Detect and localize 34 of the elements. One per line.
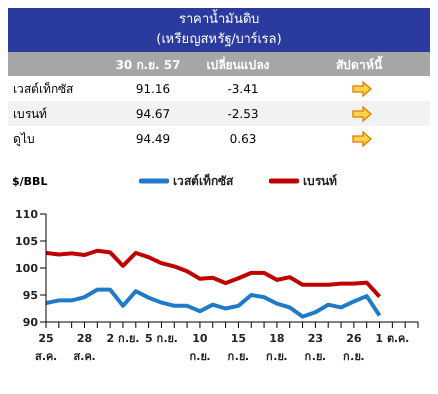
category-label: เวสต์เท็กซัส [12, 80, 74, 98]
line-series [44, 248, 382, 299]
text: 94.67 [134, 106, 172, 120]
x-tick-label: 25 ส.ค. [34, 332, 58, 363]
text: 0.63 [228, 132, 258, 146]
category-label: ดูไบ [12, 131, 36, 148]
y-axis-title: $/BBL [12, 175, 48, 188]
x-tick-label: 1 ต.ค. [375, 332, 410, 345]
x-tick-label: 23 ก.ย. [304, 332, 326, 363]
text: (เหรียญสหรัฐ/บาร์เรล) [155, 30, 283, 49]
legend-label: เบรนท์ [302, 173, 337, 190]
x-tick-label: 2 ก.ย. [106, 332, 140, 345]
x-tick-label: 26 ก.ย. [343, 332, 365, 363]
text: ราคาน้ำมันดิบ [178, 10, 260, 29]
text: 30 ก.ย. 57 [114, 56, 182, 74]
text: เปลี่ยนแปลง [206, 55, 270, 74]
x-tick-label: 10 ก.ย. [189, 332, 211, 363]
y-tick-label: 105 [15, 234, 38, 248]
x-tick-label: 15 ก.ย. [228, 332, 250, 363]
y-tick-label: 100 [15, 262, 38, 275]
text: สัปดาห์นี้ [335, 54, 384, 74]
text: 91.16 [134, 82, 172, 96]
x-tick-label: 5 ก.ย. [145, 332, 178, 345]
text: -3.41 [226, 82, 260, 96]
y-tick-label: 110 [15, 208, 38, 221]
x-tick-label: 28 ส.ค. [73, 332, 96, 363]
text: 94.49 [134, 132, 172, 146]
y-tick-label: 95 [22, 288, 38, 302]
category-label: เบรนท์ [12, 106, 48, 123]
text: -2.53 [226, 106, 260, 120]
x-tick-label: 18 ก.ย. [266, 332, 288, 363]
line-series [44, 288, 382, 319]
y-tick-label: 90 [22, 316, 38, 329]
legend-label: เวสต์เท็กซัส [172, 172, 233, 190]
